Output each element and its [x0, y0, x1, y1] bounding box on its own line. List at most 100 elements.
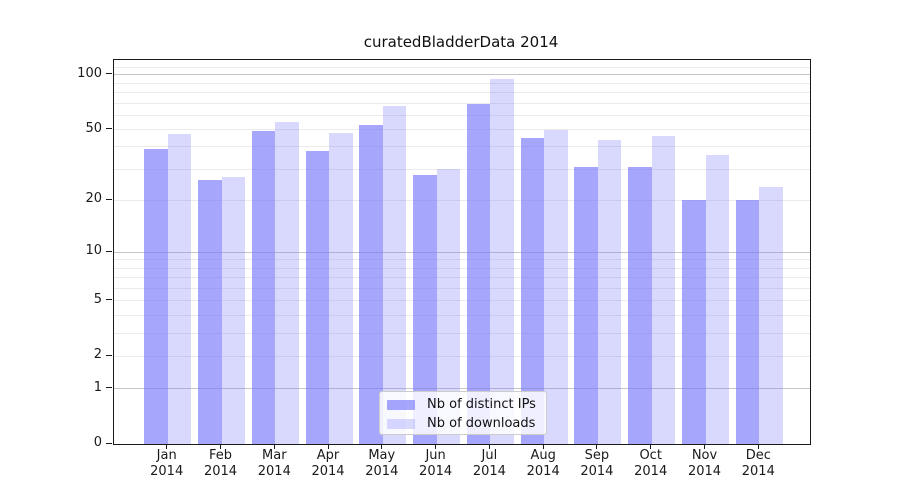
y-tick-label: 20	[85, 191, 102, 207]
x-tick-label-month: Mar	[262, 448, 287, 463]
minor-gridline	[114, 82, 810, 84]
bar-downloads	[544, 129, 568, 444]
bar-distinct-ips	[682, 200, 706, 444]
x-tick-label-month: Jan	[156, 448, 177, 463]
x-tick-label-year: 2014	[741, 464, 775, 479]
x-tick-label-year: 2014	[203, 464, 238, 479]
x-tick-label-year: 2014	[526, 464, 560, 479]
x-tick	[650, 444, 652, 449]
x-tick	[273, 444, 275, 449]
minor-gridline	[114, 287, 810, 289]
x-tick-label-year: 2014	[634, 464, 668, 479]
x-tick-label-month: Jun	[425, 448, 446, 463]
x-tick	[166, 444, 168, 449]
bar-downloads	[329, 132, 353, 444]
bar-distinct-ips	[413, 174, 437, 444]
bar-downloads	[759, 186, 783, 444]
x-tick-label: Dec 2014	[726, 448, 790, 480]
x-tick-label: Sep 2014	[565, 448, 629, 480]
x-tick-label: Jul 2014	[457, 448, 521, 480]
y-tick-label: 2	[93, 347, 102, 363]
bar-downloads	[275, 122, 299, 444]
bar-distinct-ips	[198, 180, 222, 444]
x-tick	[704, 444, 705, 449]
x-tick-label: Feb 2014	[189, 448, 253, 480]
minor-gridline	[114, 277, 810, 279]
x-tick-label: Mar 2014	[242, 448, 306, 480]
y-tick	[106, 354, 112, 356]
x-tick	[220, 444, 221, 449]
legend-item-downloads: Nb of downloads	[380, 414, 546, 433]
minor-gridline	[114, 267, 810, 269]
y-tick-label: 1	[93, 379, 102, 395]
minor-gridline	[114, 300, 810, 302]
x-tick-label-month: Apr	[316, 448, 340, 463]
minor-gridline	[114, 102, 810, 104]
x-tick-label: Apr 2014	[296, 448, 360, 480]
y-tick-label: 100	[77, 65, 102, 81]
bar-distinct-ips	[520, 137, 545, 444]
minor-gridline	[114, 332, 810, 334]
x-tick-label: Nov 2014	[673, 448, 737, 480]
bar-distinct-ips	[574, 166, 598, 444]
y-tick-label: 10	[85, 243, 102, 259]
x-tick-label-month: May	[368, 448, 396, 463]
legend-label-downloads: Nb of downloads	[427, 416, 536, 431]
y-tick	[106, 128, 112, 129]
minor-gridline	[114, 129, 810, 130]
x-tick	[596, 444, 598, 449]
y-tick	[106, 442, 112, 444]
legend-label-distinct-ips: Nb of distinct IPs	[427, 397, 536, 412]
x-tick	[381, 444, 383, 449]
minor-gridline	[114, 146, 810, 148]
minor-gridline	[114, 168, 810, 170]
bar-downloads	[490, 78, 514, 444]
bar-distinct-ips	[628, 166, 652, 444]
x-tick	[435, 444, 437, 449]
minor-gridline	[114, 91, 810, 93]
x-tick-label: Jan 2014	[135, 448, 199, 480]
bar-downloads	[167, 134, 192, 444]
bar-downloads	[382, 106, 407, 444]
x-tick-label-year: 2014	[365, 464, 399, 479]
x-tick-label-month: Aug	[530, 448, 556, 463]
bar-distinct-ips	[359, 124, 383, 444]
minor-gridline	[114, 66, 810, 68]
y-tick-label: 0	[93, 435, 102, 450]
x-tick-label-month: Jul	[481, 448, 498, 463]
minor-gridline	[114, 259, 810, 261]
bar-distinct-ips	[144, 148, 168, 444]
minor-gridline	[114, 199, 810, 201]
x-tick	[488, 444, 490, 449]
x-tick-label-month: Oct	[639, 448, 662, 463]
bar-distinct-ips	[305, 150, 329, 444]
bar-downloads	[651, 136, 676, 444]
x-tick-label-year: 2014	[257, 464, 291, 479]
bar-downloads	[597, 139, 622, 444]
x-tick-label: Jun 2014	[404, 448, 468, 480]
x-tick	[757, 444, 759, 449]
y-tick-label: 5	[93, 291, 102, 307]
minor-gridline	[114, 114, 810, 116]
distinct-ips-swatch	[387, 399, 415, 410]
y-tick	[106, 387, 112, 388]
x-tick	[327, 444, 329, 449]
y-tick	[106, 198, 112, 200]
legend-item-distinct-ips: Nb of distinct IPs	[380, 395, 546, 414]
y-tick	[106, 73, 112, 75]
x-tick-label: Oct 2014	[619, 448, 683, 480]
downloads-swatch	[387, 418, 415, 429]
plot-area	[113, 59, 811, 445]
bar-downloads	[705, 155, 729, 444]
x-tick-label-month: Feb	[208, 448, 233, 463]
x-tick-label-year: 2014	[472, 464, 506, 479]
x-tick-label-year: 2014	[150, 464, 184, 479]
x-tick-label-month: Sep	[584, 448, 610, 463]
minor-gridline	[114, 314, 810, 316]
minor-gridline	[114, 355, 810, 357]
bar-distinct-ips	[466, 104, 491, 444]
major-gridline	[114, 388, 810, 389]
x-tick-label-year: 2014	[311, 464, 345, 479]
x-tick-label: Aug 2014	[511, 448, 575, 480]
